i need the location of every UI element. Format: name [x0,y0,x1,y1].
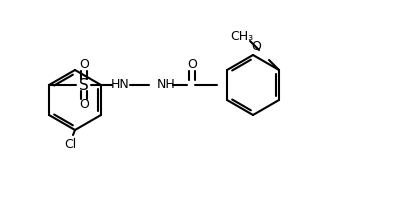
Text: O: O [79,99,89,112]
Text: HN: HN [111,78,129,92]
Text: Cl: Cl [64,138,76,151]
Text: O: O [79,59,89,71]
Text: S: S [79,78,89,92]
Text: CH₃: CH₃ [230,31,254,43]
Text: NH: NH [157,78,176,92]
Text: O: O [251,40,261,53]
Text: O: O [187,59,197,71]
